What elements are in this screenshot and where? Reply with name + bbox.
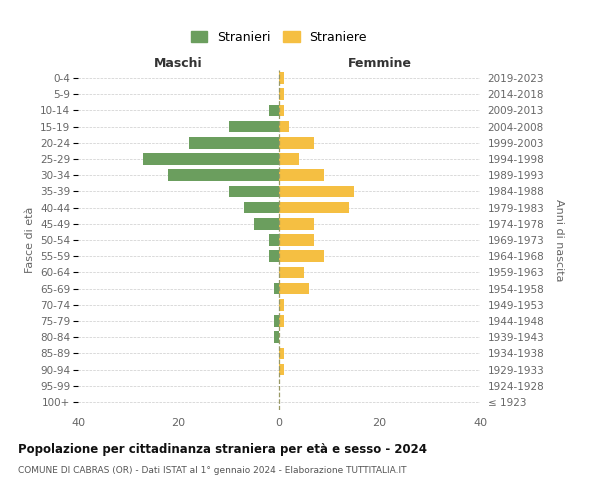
Bar [274, 282, 279, 294]
Bar [274, 332, 279, 343]
Bar [279, 137, 314, 148]
Bar [279, 218, 314, 230]
Bar [254, 218, 279, 230]
Bar [279, 88, 284, 100]
Bar [229, 121, 279, 132]
Bar [169, 170, 279, 181]
Bar [279, 234, 314, 246]
Bar [279, 266, 304, 278]
Bar [143, 153, 279, 165]
Bar [279, 170, 324, 181]
Bar [279, 202, 349, 213]
Bar [274, 315, 279, 327]
Bar [229, 186, 279, 198]
Text: Femmine: Femmine [347, 57, 412, 70]
Y-axis label: Anni di nascita: Anni di nascita [554, 198, 564, 281]
Bar [269, 104, 279, 117]
Bar [279, 299, 284, 310]
Bar [269, 234, 279, 246]
Text: Maschi: Maschi [154, 57, 203, 70]
Bar [279, 282, 309, 294]
Bar [279, 153, 299, 165]
Legend: Stranieri, Straniere: Stranieri, Straniere [186, 26, 372, 49]
Bar [269, 250, 279, 262]
Text: COMUNE DI CABRAS (OR) - Dati ISTAT al 1° gennaio 2024 - Elaborazione TUTTITALIA.: COMUNE DI CABRAS (OR) - Dati ISTAT al 1°… [18, 466, 407, 475]
Bar [244, 202, 279, 213]
Bar [188, 137, 279, 148]
Bar [279, 364, 284, 376]
Bar [279, 104, 284, 117]
Y-axis label: Fasce di età: Fasce di età [25, 207, 35, 273]
Text: Popolazione per cittadinanza straniera per età e sesso - 2024: Popolazione per cittadinanza straniera p… [18, 442, 427, 456]
Bar [279, 72, 284, 84]
Bar [279, 348, 284, 359]
Bar [279, 250, 324, 262]
Bar [279, 186, 355, 198]
Bar [279, 121, 289, 132]
Bar [279, 315, 284, 327]
